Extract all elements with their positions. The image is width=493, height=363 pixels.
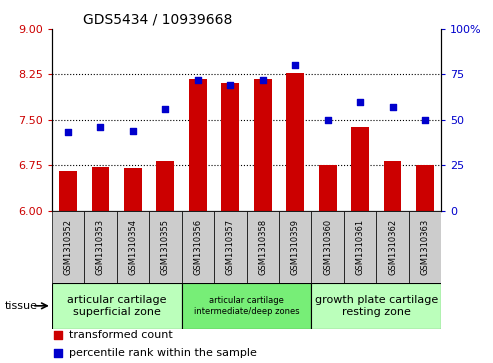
Bar <box>52 211 84 283</box>
Bar <box>409 211 441 283</box>
Text: articular cartilage
superficial zone: articular cartilage superficial zone <box>67 295 167 317</box>
Text: percentile rank within the sample: percentile rank within the sample <box>70 348 257 358</box>
Bar <box>149 211 181 283</box>
Bar <box>52 283 181 329</box>
Bar <box>254 79 272 211</box>
Point <box>296 281 304 286</box>
Text: growth plate cartilage
resting zone: growth plate cartilage resting zone <box>315 295 438 317</box>
Point <box>356 99 364 105</box>
Bar <box>416 165 434 211</box>
Text: GDS5434 / 10939668: GDS5434 / 10939668 <box>83 12 232 26</box>
Bar <box>318 165 337 211</box>
Bar <box>156 161 175 211</box>
Text: GSM1310356: GSM1310356 <box>193 219 202 275</box>
Bar <box>124 168 142 211</box>
Point <box>324 117 332 123</box>
Text: GSM1310355: GSM1310355 <box>161 219 170 275</box>
Text: GSM1310353: GSM1310353 <box>96 219 105 275</box>
Text: GSM1310362: GSM1310362 <box>388 219 397 275</box>
Point <box>421 117 429 123</box>
Point <box>64 130 72 135</box>
Text: GSM1310361: GSM1310361 <box>355 219 365 275</box>
Bar <box>92 167 109 211</box>
Point <box>97 124 105 130</box>
Point <box>291 62 299 68</box>
Bar <box>384 161 401 211</box>
Point <box>226 82 234 88</box>
Text: GSM1310354: GSM1310354 <box>128 219 138 275</box>
Point <box>161 106 169 112</box>
Bar <box>279 211 312 283</box>
Bar <box>84 211 117 283</box>
Point <box>388 104 396 110</box>
Bar <box>117 211 149 283</box>
Bar <box>344 211 376 283</box>
Point <box>259 77 267 83</box>
Text: GSM1310352: GSM1310352 <box>64 219 72 275</box>
Bar <box>221 83 239 211</box>
Point <box>296 117 304 123</box>
Bar <box>312 283 441 329</box>
Point <box>194 77 202 83</box>
Text: GSM1310359: GSM1310359 <box>291 219 300 275</box>
Text: tissue: tissue <box>5 301 38 311</box>
Bar <box>214 211 246 283</box>
Text: transformed count: transformed count <box>70 330 173 340</box>
Bar <box>59 171 77 211</box>
Text: GSM1310357: GSM1310357 <box>226 219 235 275</box>
Text: GSM1310358: GSM1310358 <box>258 219 267 275</box>
Text: GSM1310363: GSM1310363 <box>421 219 429 275</box>
Bar <box>181 283 312 329</box>
Bar <box>189 79 207 211</box>
Bar <box>181 211 214 283</box>
Bar <box>286 73 304 211</box>
Bar <box>246 211 279 283</box>
Bar <box>312 211 344 283</box>
Text: articular cartilage
intermediate/deep zones: articular cartilage intermediate/deep zo… <box>194 296 299 315</box>
Point <box>129 128 137 134</box>
Bar <box>351 127 369 211</box>
Bar <box>376 211 409 283</box>
Text: GSM1310360: GSM1310360 <box>323 219 332 275</box>
